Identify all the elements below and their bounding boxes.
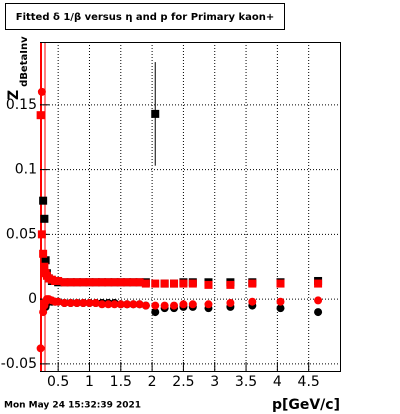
marker-circle [116,300,125,309]
marker-circle [276,304,285,313]
marker-circle [60,298,69,307]
marker-circle [276,297,285,306]
y-tick-label: 0 [28,291,37,307]
marker-square [37,230,46,239]
x-tick-label: 1 [85,374,94,390]
marker-circle [226,298,235,307]
marker-circle [129,300,138,309]
y-axis-title: ZdBetaInv [6,36,30,100]
marker-square [151,279,160,288]
y-tick-label: 0.15 [6,97,37,113]
marker-square [141,279,150,288]
y-axis-title-sub: dBetaInv [19,36,30,87]
marker-square [248,279,257,288]
marker-square [40,214,49,223]
marker-square [129,278,138,287]
marker-circle [314,308,323,317]
marker-square [72,278,81,287]
marker-circle [160,301,169,310]
marker-circle [37,87,46,96]
marker-circle [98,300,107,309]
chart-title: Fitted δ 1/β versus η and p for Primary … [16,12,275,23]
marker-square [276,279,285,288]
marker-square [160,279,169,288]
marker-square [170,279,179,288]
marker-circle [151,301,160,310]
marker-circle [141,301,150,310]
marker-square [36,111,45,120]
y-tick-label: -0.05 [1,356,37,372]
marker-square [151,109,160,118]
marker-circle [314,296,323,305]
x-axis-title: p[GeV/c] [272,397,340,413]
x-tick-label: 1.5 [110,374,132,390]
marker-circle [36,344,45,353]
marker-circle [79,298,88,307]
marker-circle [72,298,81,307]
marker-circle [151,308,160,317]
marker-circle [135,300,144,309]
marker-square [104,278,113,287]
marker-square [66,278,75,287]
x-tick-label: 3 [210,374,219,390]
marker-circle [123,300,132,309]
marker-square [314,279,323,288]
marker-square [204,280,213,289]
marker-circle [104,300,113,309]
plot-area: -0.05 0 0.05 0.1 0.15 0.5 1 1.5 2 2.5 3 3.5 4 4.5 [1,42,340,390]
marker-square [40,262,49,271]
marker-square [123,278,132,287]
marker-circle [248,297,257,306]
marker-circle [91,298,100,307]
marker-square [79,278,88,287]
y-tick-label: 0.1 [15,162,37,178]
x-tick-label: 0.5 [47,374,69,390]
marker-circle [170,301,179,310]
marker-square [98,278,107,287]
timestamp: Mon May 24 15:32:39 2021 [4,401,141,411]
marker-square [60,278,69,287]
marker-circle [179,300,188,309]
marker-circle [66,298,75,307]
marker-circle [85,298,94,307]
x-tick-label: 3.5 [235,374,257,390]
marker-circle [204,300,213,309]
marker-square [226,280,235,289]
x-tick-label: 4 [273,374,282,390]
marker-square [91,278,100,287]
marker-square [39,196,48,205]
marker-square [110,278,119,287]
marker-square [179,279,188,288]
marker-circle [110,300,119,309]
y-axis-title-main: Z [6,90,22,100]
marker-square [41,256,50,265]
y-tick-label: 0.05 [6,226,37,242]
marker-square [116,278,125,287]
marker-square [85,278,94,287]
marker-square [54,276,63,285]
marker-square [188,279,197,288]
marker-circle [188,300,197,309]
x-tick-label: 4.5 [298,374,320,390]
x-tick-label: 2 [148,374,157,390]
marker-square [39,249,48,258]
marker-square [135,278,144,287]
marker-circle [54,297,63,306]
marker-circle [39,308,48,317]
title-box [5,3,285,30]
x-tick-label: 2.5 [172,374,194,390]
